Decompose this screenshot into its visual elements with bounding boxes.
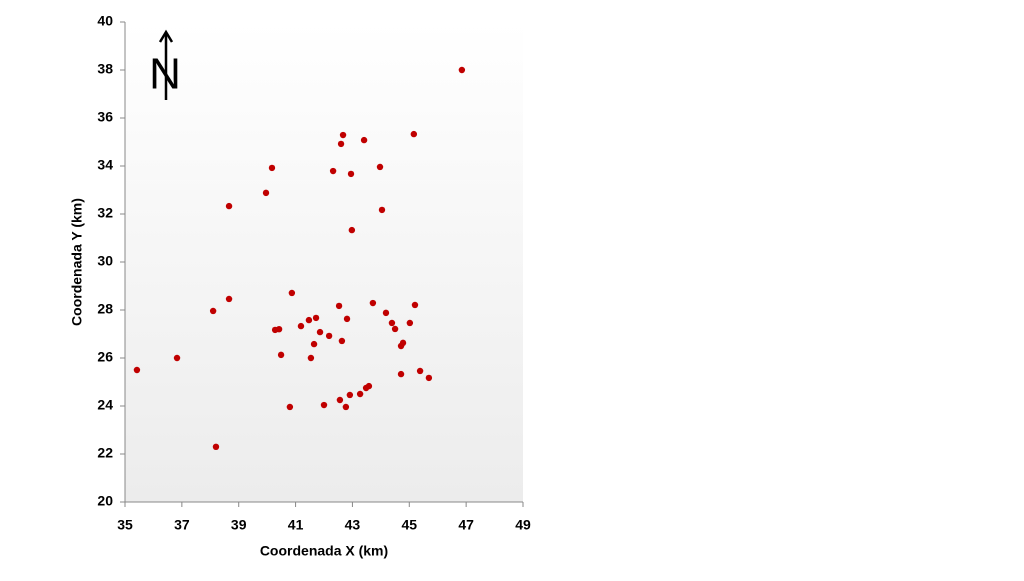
point xyxy=(416,367,424,375)
y-tick-label: 20 xyxy=(97,493,113,509)
point xyxy=(329,167,337,175)
point xyxy=(411,301,419,309)
point xyxy=(356,390,364,398)
point xyxy=(391,325,399,333)
point xyxy=(425,374,433,382)
point xyxy=(458,66,466,74)
north-label: N xyxy=(149,50,181,99)
point xyxy=(316,328,324,336)
point xyxy=(342,403,350,411)
point xyxy=(365,382,373,390)
point xyxy=(406,319,414,327)
point xyxy=(173,354,181,362)
x-tick-label: 37 xyxy=(174,517,190,533)
point xyxy=(325,332,333,340)
point xyxy=(397,370,405,378)
x-tick-label: 35 xyxy=(117,517,133,533)
x-tick-label: 49 xyxy=(515,517,531,533)
y-tick-label: 36 xyxy=(97,109,113,125)
point xyxy=(388,319,396,327)
y-axis-label: Coordenada Y (km) xyxy=(69,198,85,326)
point xyxy=(378,206,386,214)
x-tick-label: 45 xyxy=(401,517,417,533)
y-tick-label: 28 xyxy=(97,301,113,317)
x-axis-label: Coordenada X (km) xyxy=(260,543,388,559)
point xyxy=(338,337,346,345)
point xyxy=(337,140,345,148)
y-tick-label: 22 xyxy=(97,445,113,461)
y-tick-label: 24 xyxy=(97,397,113,413)
point xyxy=(347,170,355,178)
x-tick-label: 47 xyxy=(458,517,474,533)
x-tick-label: 39 xyxy=(231,517,247,533)
y-tick-label: 30 xyxy=(97,253,113,269)
x-tick-label: 41 xyxy=(288,517,304,533)
y-tick-label: 26 xyxy=(97,349,113,365)
north-arrow xyxy=(158,29,174,100)
point xyxy=(225,202,233,210)
point xyxy=(348,226,356,234)
point xyxy=(376,163,384,171)
y-tick-label: 38 xyxy=(97,61,113,77)
y-tick-label: 40 xyxy=(97,13,113,29)
point xyxy=(305,316,313,324)
point xyxy=(335,302,343,310)
point xyxy=(369,299,377,307)
point xyxy=(275,326,283,333)
point xyxy=(212,443,220,450)
x-tick-label: 43 xyxy=(345,517,361,533)
point xyxy=(310,340,318,348)
point xyxy=(277,351,285,359)
y-tick-label: 34 xyxy=(97,157,113,173)
point xyxy=(382,309,390,317)
y-tick-label: 32 xyxy=(97,205,113,221)
point xyxy=(133,366,141,374)
point xyxy=(297,322,305,330)
point xyxy=(312,314,320,322)
point xyxy=(307,354,315,362)
point xyxy=(399,339,407,347)
point xyxy=(288,289,296,297)
point xyxy=(262,189,270,197)
point xyxy=(339,131,347,139)
point xyxy=(346,391,354,399)
point xyxy=(320,401,328,409)
plot-area xyxy=(125,22,523,502)
point xyxy=(336,396,344,404)
point xyxy=(410,130,418,138)
point xyxy=(286,403,294,411)
point xyxy=(209,307,217,315)
point xyxy=(360,136,368,144)
point xyxy=(343,315,351,323)
point xyxy=(268,164,276,172)
point xyxy=(225,295,233,303)
